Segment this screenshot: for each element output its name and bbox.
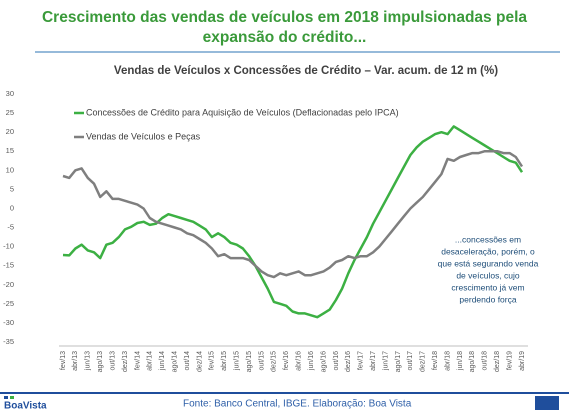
y-tick-label: 15 [6,146,14,155]
chart-title: Vendas de Veículos x Concessões de Crédi… [114,65,498,77]
x-tick-label: abr/14 [147,351,154,371]
logo: BoaVista [4,401,47,412]
x-tick-label: jun/17 [382,351,389,371]
x-tick-label: abr/13 [72,351,79,371]
annotation: que está segurando venda [438,258,539,268]
x-tick-label: jun/14 [159,351,166,371]
corner-logo [535,396,559,410]
x-tick-label: out/13 [109,351,116,371]
x-tick-label: abr/15 [221,351,228,371]
legend-label: Concessões de Crédito para Aquisição de … [86,107,399,117]
y-tick-label: 5 [10,184,14,193]
x-tick-label: jun/16 [308,351,315,371]
x-tick-label: ago/18 [469,351,476,373]
x-tick-label: jun/15 [234,351,241,371]
x-tick-label: fev/13 [60,351,67,370]
x-tick-label: dez/16 [345,351,352,372]
x-tick-label: dez/18 [494,351,501,372]
y-tick-label: -15 [3,261,14,270]
annotation: desaceleração, porém, o [441,246,535,256]
x-tick-label: abr/17 [370,351,377,371]
y-tick-label: 20 [6,127,14,136]
y-tick-label: 10 [6,165,14,174]
y-tick-label: -20 [3,280,14,289]
x-tick-label: fev/18 [432,351,439,370]
slide-title: Crescimento das vendas de veículos em 20… [41,9,527,46]
x-tick-label: out/15 [258,351,265,371]
x-tick-label: abr/16 [296,351,303,371]
x-tick-label: abr/18 [444,351,451,371]
annotation: ...concessões em [455,234,521,244]
x-tick-label: fev/19 [506,351,513,370]
y-tick-label: -25 [3,299,14,308]
x-tick-label: dez/17 [420,351,427,372]
x-tick-label: ago/15 [246,351,253,373]
x-tick-label: out/18 [482,351,489,371]
x-tick-label: dez/15 [271,351,278,372]
source: Fonte: Banco Central, IBGE. Elaboração: … [183,399,412,410]
y-tick-label: 25 [6,108,14,117]
y-tick-label: -10 [3,242,14,251]
x-tick-label: ago/17 [395,351,402,373]
x-tick-label: out/14 [184,351,191,371]
x-tick-label: fev/15 [209,351,216,370]
x-tick-label: dez/14 [196,351,203,372]
x-tick-label: jun/13 [85,351,92,371]
legend-label: Vendas de Veículos e Peças [86,131,201,141]
logo-mark [10,396,14,399]
y-tick-label: -35 [3,337,14,346]
y-tick-label: 30 [6,89,14,98]
x-tick-label: fev/14 [134,351,141,370]
y-tick-label: -5 [7,223,14,232]
annotation: perdendo força [459,294,516,304]
x-tick-label: fev/17 [358,351,365,370]
y-tick-label: 0 [10,203,14,212]
x-tick-label: ago/14 [171,351,178,373]
series-line [62,125,524,319]
x-tick-label: dez/13 [122,351,129,372]
logo-mark [4,396,8,399]
x-tick-label: jun/18 [457,351,464,371]
x-tick-label: ago/16 [320,351,327,373]
annotation: de veículos, cujo [456,270,520,280]
x-tick-label: fev/16 [283,351,290,370]
x-tick-label: out/17 [407,351,414,371]
series-line [62,149,524,279]
x-tick-label: out/16 [333,351,340,371]
x-tick-label: ago/13 [97,351,104,373]
x-tick-label: abr/19 [519,351,526,371]
y-tick-label: -30 [3,318,14,327]
annotation: crescimento já vem [451,282,524,292]
